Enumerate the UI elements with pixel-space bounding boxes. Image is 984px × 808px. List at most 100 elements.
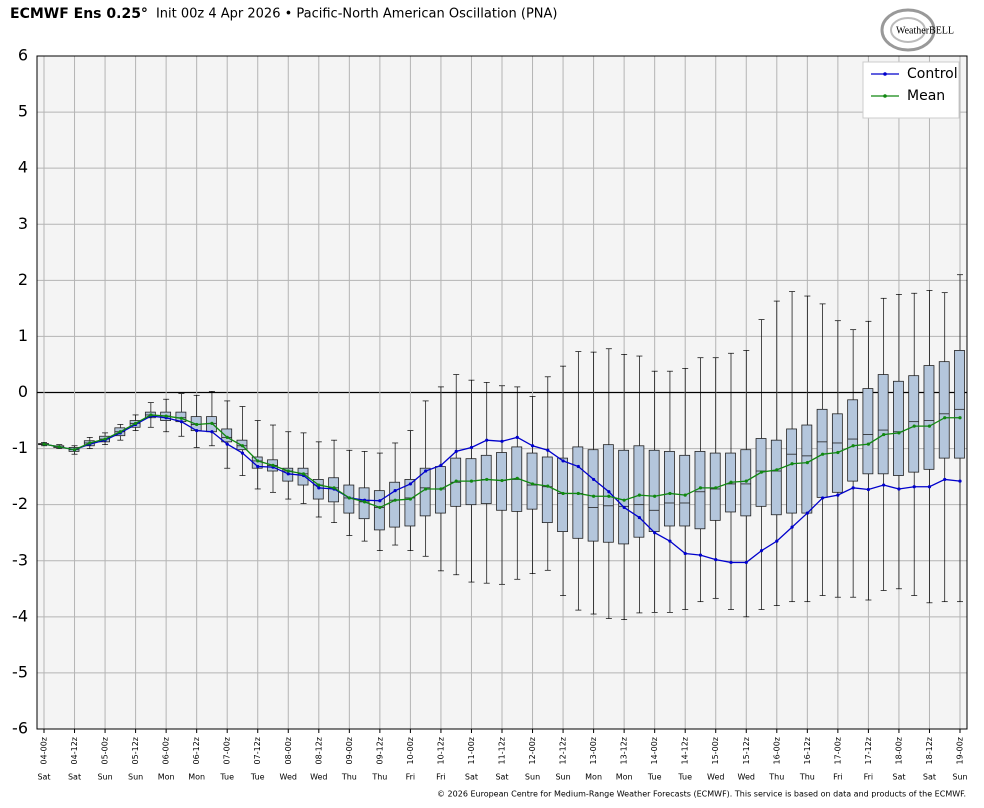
box: [404, 479, 416, 527]
day-label: Thu: [371, 773, 387, 782]
series-marker: [485, 477, 489, 482]
x-tick-label: 08-12z: [314, 737, 323, 764]
series-marker: [424, 487, 428, 491]
day-label: Sat: [465, 773, 478, 782]
series-marker: [240, 444, 245, 448]
series-marker: [576, 491, 580, 496]
day-label: Sun: [525, 773, 540, 782]
series-marker: [225, 442, 229, 446]
day-label: Thu: [768, 773, 784, 782]
series-marker: [851, 486, 855, 490]
y-tick-label: 4: [18, 158, 28, 177]
series-marker: [424, 469, 428, 473]
x-tick-label: 12-12z: [559, 737, 568, 764]
series-marker: [622, 498, 626, 502]
day-label: Sat: [923, 773, 936, 782]
series-marker: [500, 439, 504, 443]
y-tick-label: 1: [18, 326, 28, 345]
series-marker: [347, 496, 351, 500]
series-marker: [103, 437, 107, 441]
series-marker: [118, 430, 122, 434]
plot-frame: [36, 55, 968, 730]
box: [847, 399, 859, 482]
series-marker: [378, 505, 382, 510]
x-tick-label: 14-00z: [650, 737, 659, 764]
day-label: Mon: [188, 773, 205, 782]
series-marker: [744, 479, 748, 483]
box: [389, 481, 401, 528]
day-label: Sat: [892, 773, 905, 782]
series-marker: [408, 497, 412, 501]
series-marker: [561, 459, 565, 463]
day-label: Tue: [219, 773, 234, 782]
box: [786, 428, 797, 514]
series-marker: [821, 496, 825, 500]
legend-marker: [883, 72, 887, 76]
y-tick-label: 5: [18, 102, 28, 121]
series-marker: [897, 431, 901, 435]
day-label: Mon: [585, 773, 602, 782]
series-marker: [912, 424, 916, 428]
series-marker: [576, 464, 580, 469]
day-label: Wed: [738, 773, 755, 782]
x-tick-label: 05-12z: [131, 737, 140, 764]
series-marker: [821, 452, 825, 456]
series-marker: [637, 515, 642, 520]
series-marker: [225, 435, 229, 439]
x-tick-label: 14-12z: [681, 737, 690, 764]
day-label: Thu: [799, 773, 815, 782]
box: [602, 444, 614, 543]
series-marker: [42, 442, 46, 446]
x-tick-label: 09-00z: [345, 737, 354, 764]
x-tick-label: 05-00z: [101, 737, 110, 764]
series-marker: [882, 432, 886, 437]
legend-marker: [883, 94, 887, 98]
y-tick-label: 0: [18, 382, 28, 401]
series-marker: [927, 485, 932, 489]
day-label: Sat: [495, 773, 508, 782]
logo-text: WeatherBELL: [896, 25, 954, 36]
series-marker: [668, 491, 672, 496]
series-marker: [530, 444, 535, 448]
series-marker: [790, 462, 794, 466]
series-marker: [882, 483, 886, 487]
box: [679, 454, 691, 527]
series-marker: [714, 558, 718, 562]
chart-title: ECMWF Ens 0.25°: [10, 6, 148, 22]
series-marker: [408, 482, 412, 486]
series-marker: [454, 479, 458, 483]
series-marker: [149, 413, 153, 417]
x-tick-label: 11-00z: [467, 737, 476, 764]
series-marker: [912, 485, 916, 489]
logo-swirl: [890, 17, 926, 43]
series-marker: [943, 477, 947, 482]
y-tick-label: 3: [18, 214, 28, 233]
series-marker: [286, 469, 290, 473]
series-marker: [179, 416, 183, 420]
x-tick-label: 04-12z: [70, 737, 79, 764]
series-marker: [179, 420, 183, 424]
series-marker: [683, 551, 687, 556]
series-marker: [714, 486, 718, 490]
series-marker: [851, 444, 855, 448]
series-marker: [653, 494, 657, 498]
series-marker: [759, 470, 764, 474]
series-marker: [561, 491, 565, 496]
logo: WeatherBELL: [880, 8, 954, 52]
box: [938, 361, 950, 459]
x-tick-label: 18-12z: [925, 737, 934, 764]
series-marker: [698, 486, 703, 490]
day-label: Sun: [128, 773, 143, 782]
x-tick-label: 07-12z: [253, 737, 262, 764]
day-label: Tue: [647, 773, 662, 782]
box: [862, 388, 874, 475]
box: [648, 449, 660, 532]
series-marker: [668, 539, 672, 543]
x-tick-label: 06-00z: [162, 737, 171, 764]
x-tick-label: 06-12z: [192, 737, 201, 764]
series-marker: [866, 487, 871, 492]
series-marker: [653, 531, 657, 535]
series-marker: [469, 445, 474, 450]
series-marker: [439, 463, 443, 468]
day-label: Mon: [158, 773, 175, 782]
